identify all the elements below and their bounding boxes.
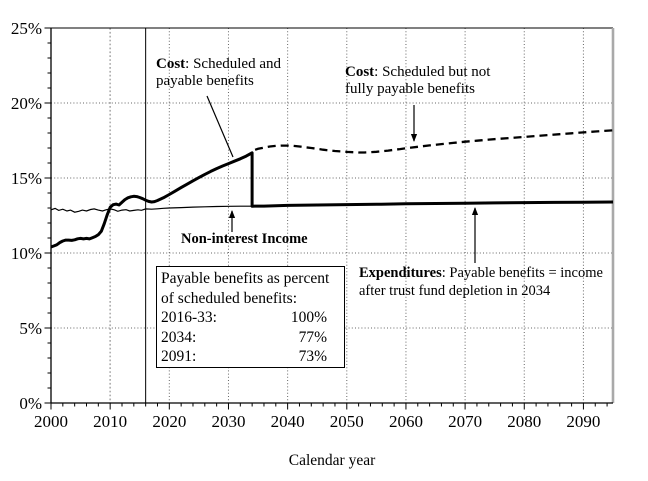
cost-payable-label: Cost: Scheduled and payable benefits: [156, 56, 306, 90]
x-tick-label: 2060: [389, 412, 423, 431]
x-tick-label: 2020: [152, 412, 186, 431]
cost-scheduled-not-fully-payable-line: [254, 129, 614, 154]
cost-unpayable-label-text: : Scheduled but not fully payable benefi…: [345, 64, 491, 97]
non-interest-income-arrow-head: [228, 210, 236, 218]
x-axis-title: Calendar year: [288, 452, 376, 469]
y-tick-label: 10%: [11, 244, 42, 263]
x-tick-label: 2010: [93, 412, 127, 431]
x-tick-label: 2050: [330, 412, 364, 431]
payable-benefits-box: Payable benefits as percent of scheduled…: [156, 266, 345, 368]
cost-unpayable-label-bold: Cost: [345, 64, 375, 80]
y-tick-label: 25%: [11, 19, 42, 38]
x-tick-label: 2080: [507, 412, 541, 431]
cost-unpayable-arrow-head: [410, 134, 418, 142]
y-tick-label: 15%: [11, 169, 42, 188]
x-tick-label: 2040: [271, 412, 305, 431]
payable-benefits-row: 2016-33: 100%: [161, 308, 344, 328]
payable-benefits-box-title-line1: Payable benefits as percent: [161, 270, 330, 287]
expenditures-arrow-head: [471, 207, 479, 215]
payable-benefits-row: 2091: 73%: [161, 347, 344, 367]
x-tick-label: 2090: [566, 412, 600, 431]
cost-payable-label-text: : Scheduled and payable benefits: [156, 56, 281, 89]
payable-benefits-row: 2034: 77%: [161, 328, 344, 348]
x-tick-label: 2030: [211, 412, 245, 431]
y-tick-label: 5%: [19, 319, 42, 338]
payable-row-label: 2016-33:: [161, 309, 217, 326]
payable-row-label: 2091:: [161, 348, 197, 365]
expenditures-label-bold: Expenditures: [359, 265, 442, 281]
cost-unpayable-label: Cost: Scheduled but not fully payable be…: [345, 64, 520, 98]
cost-payable-leader-line: [206, 95, 234, 158]
x-tick-label: 2000: [34, 412, 68, 431]
payable-row-value: 100%: [290, 309, 327, 326]
non-interest-income-label: Non-interest Income: [181, 231, 308, 247]
expenditures-label-text: : Payable benefits = income after trust …: [359, 265, 603, 299]
payable-benefits-box-title-line2: of scheduled benefits:: [161, 289, 298, 307]
payable-row-label: 2034:: [161, 328, 197, 346]
cost-scheduled-and-payable-line: [50, 151, 614, 249]
expenditures-label: Expenditures: Payable benefits = income …: [359, 265, 624, 300]
cost-payable-label-bold: Cost: [156, 56, 186, 72]
non-interest-income-line: [50, 205, 253, 213]
y-tick-label: 0%: [19, 394, 42, 413]
y-tick-label: 20%: [11, 94, 42, 113]
x-tick-label: 2070: [448, 412, 482, 431]
payable-row-value: 77%: [298, 328, 327, 346]
payable-row-value: 73%: [298, 348, 327, 365]
